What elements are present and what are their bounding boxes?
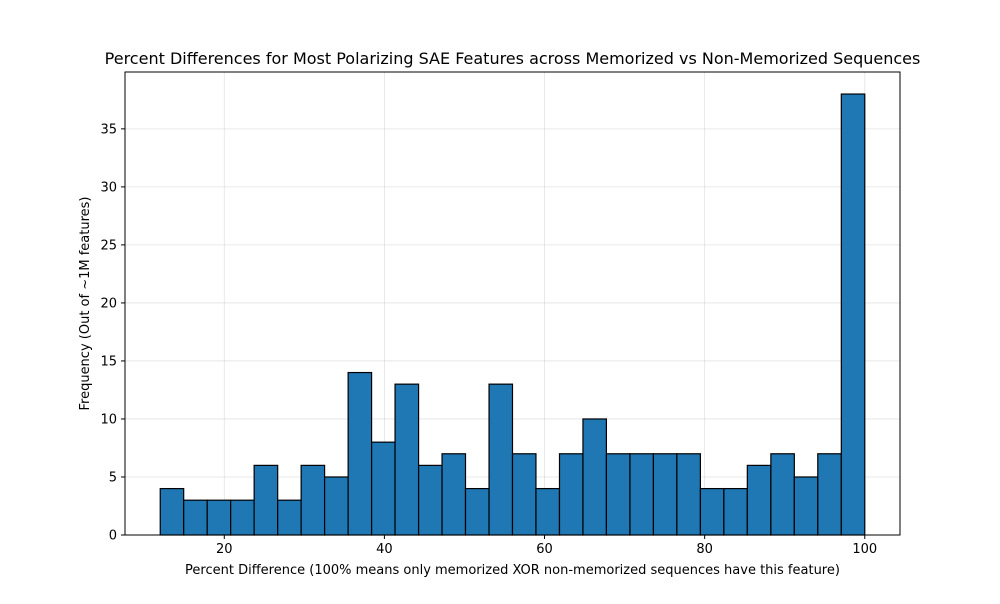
y-tick-label: 0	[109, 529, 117, 544]
x-axis-label: Percent Difference (100% means only memo…	[185, 563, 840, 578]
plot-area-frame	[124, 71, 901, 536]
histogram-bar	[558, 453, 584, 536]
histogram-bar	[652, 453, 678, 536]
x-tick-label: 20	[216, 542, 233, 557]
histogram-bar	[605, 453, 631, 536]
x-tick-label: 60	[536, 542, 553, 557]
histogram-bar	[230, 499, 255, 536]
histogram-bar	[370, 441, 396, 536]
y-tick-label: 20	[100, 296, 117, 311]
histogram-bar	[535, 487, 561, 536]
histogram-bar	[464, 487, 490, 536]
x-axis-ticks: 20 40 60 80 100	[216, 535, 877, 557]
y-tick-label: 25	[100, 238, 117, 253]
histogram-bar	[323, 476, 349, 536]
histogram-bar	[676, 453, 702, 536]
histogram-bar	[699, 487, 725, 536]
histogram-bar	[582, 418, 608, 536]
histogram-bar	[793, 476, 819, 536]
histogram-bar	[347, 371, 373, 536]
y-tick-label: 35	[100, 122, 117, 137]
histogram-bars	[159, 93, 866, 536]
y-tick-label: 5	[109, 470, 117, 485]
histogram-bar	[277, 499, 302, 536]
histogram-bar	[723, 487, 748, 536]
histogram-bar	[441, 453, 467, 536]
histogram-bar	[511, 453, 537, 536]
chart-title: Percent Differences for Most Polarizing …	[105, 49, 921, 68]
y-tick-label: 10	[100, 412, 117, 427]
x-tick-label: 40	[376, 542, 393, 557]
y-axis-ticks: 0 5 10 15 20 25 30 35	[100, 122, 125, 544]
y-axis-label: Frequency (Out of ~1M features)	[78, 196, 93, 410]
histogram-bar	[183, 499, 208, 536]
histogram-bar	[817, 453, 842, 536]
histogram-bar	[253, 464, 279, 536]
histogram-bar	[394, 383, 420, 536]
histogram-bar	[840, 93, 866, 536]
histogram-bar	[488, 383, 514, 536]
histogram-bar	[159, 487, 185, 536]
histogram-bar	[300, 464, 326, 536]
y-tick-label: 15	[100, 354, 117, 369]
x-tick-label: 80	[696, 542, 713, 557]
histogram-bar	[629, 453, 655, 536]
histogram-bar	[770, 453, 795, 536]
histogram-bar	[417, 464, 443, 536]
histogram-bar	[206, 499, 232, 536]
x-tick-label: 100	[852, 542, 877, 557]
y-tick-label: 30	[100, 180, 117, 195]
histogram-bar	[746, 464, 772, 536]
